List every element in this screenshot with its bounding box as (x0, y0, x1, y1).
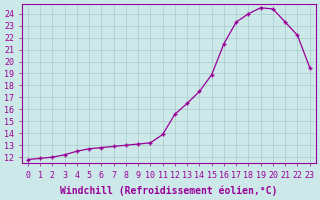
X-axis label: Windchill (Refroidissement éolien,°C): Windchill (Refroidissement éolien,°C) (60, 185, 277, 196)
